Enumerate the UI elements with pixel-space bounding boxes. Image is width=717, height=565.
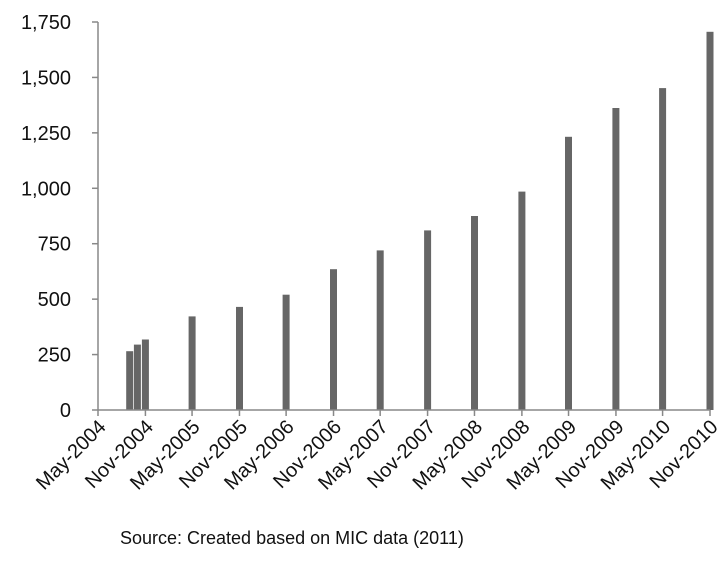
y-tick-label: 1,000 [21,178,71,200]
bar-6 [330,269,337,410]
bar-8 [424,230,432,410]
y-tick-label: 0 [60,400,71,422]
y-tick-label: 1,750 [21,12,71,34]
bar-5 [282,294,290,410]
bar-4 [236,306,243,410]
source-note: Source: Created based on MIC data (2011) [120,528,464,548]
bar-14 [706,31,714,411]
y-tick-label: 1,250 [21,123,71,145]
bar-3 [188,316,196,410]
bar-13 [659,88,667,410]
y-tick-label: 750 [38,234,71,256]
bar-10 [518,191,526,410]
bars-group [126,31,714,411]
bar-0 [126,351,134,410]
bar-9 [471,216,478,410]
bar-1 [133,344,141,410]
y-axis-ticks: 0 250 500 750 1,000 1,250 1,500 1,750 [21,12,98,422]
bar-7 [376,250,384,410]
y-tick-label: 500 [38,289,71,311]
y-tick-label: 250 [38,345,71,367]
y-tick-label: 1,500 [21,67,71,89]
bar-11 [565,136,572,411]
bar-12 [612,108,620,410]
x-axis-ticks: May-2004Nov-2004May-2005Nov-2005May-2006… [32,410,717,494]
bar-2 [141,339,149,410]
bar-chart: 0 250 500 750 1,000 1,250 1,500 1,750 May-2004N… [21,12,717,494]
